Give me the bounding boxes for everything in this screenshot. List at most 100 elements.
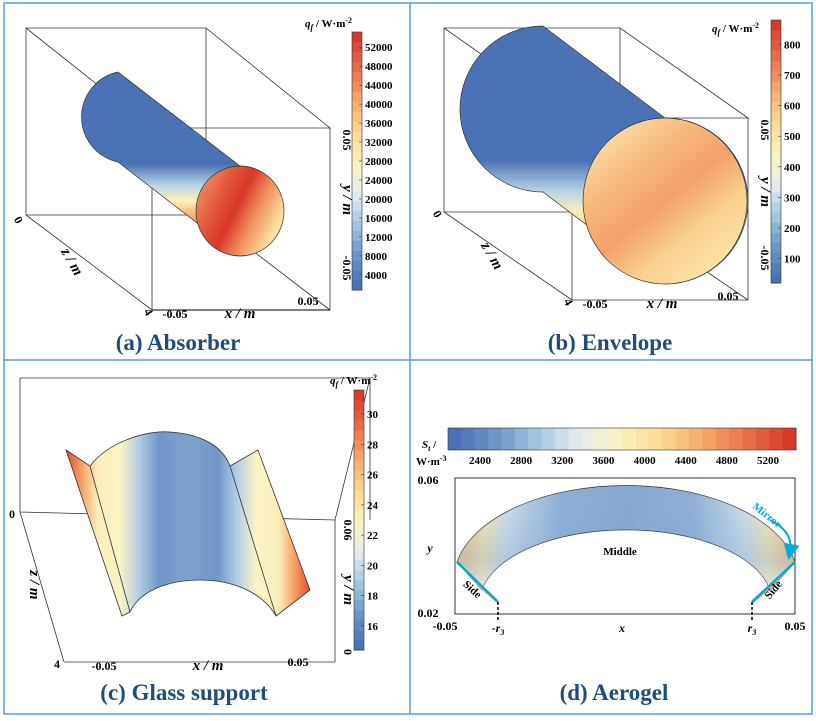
colorbar-tick-label: 600 [784, 101, 801, 113]
x-tick-label: 0.05 [785, 619, 806, 633]
colorbar-tick-label: 26 [367, 470, 379, 482]
colorbar-swatch [352, 41, 362, 53]
z-tick-label: 0 [9, 507, 15, 521]
colorbar-tick-label: 20000 [365, 194, 393, 206]
y-tick-label: -0.05 [340, 256, 354, 281]
colorbar-swatch [354, 600, 364, 611]
colorbar: 4000 8000 12000 16000 20000 24000 28000 32000 36… [351, 31, 393, 291]
colorbar: 100 200 300 400 500 600 700 800 [770, 19, 801, 284]
colorbar-swatch [352, 220, 362, 231]
colorbar-swatch [354, 520, 364, 531]
colorbar-swatch [352, 240, 362, 251]
x-tick-label: -0.05 [433, 619, 458, 633]
colorbar-title: qf / W·m-2 [305, 16, 352, 32]
z-tick-label: 4 [561, 296, 576, 308]
x-axis-label: x / m [224, 306, 256, 322]
colorbar-swatch [514, 428, 529, 450]
x-tick-label: -0.05 [583, 297, 608, 311]
y-axis-label: y / m [757, 175, 773, 207]
colorbar-swatch [352, 131, 362, 142]
colorbar-swatch [354, 620, 364, 631]
y-tick-label: 0 [341, 649, 355, 655]
colorbar-swatch [352, 230, 362, 241]
z-tick-label: 4 [141, 306, 156, 318]
colorbar-swatch [771, 232, 781, 244]
colorbar-swatch [354, 610, 364, 621]
colorbar-tick-label: 4000 [634, 455, 657, 467]
colorbar-tick-label: 3200 [551, 455, 574, 467]
colorbar-tick-label: 52000 [365, 42, 393, 54]
y-tick-label: 0.06 [418, 473, 439, 487]
colorbar-swatch [354, 480, 364, 491]
x-tick-label: -0.05 [92, 659, 117, 673]
panel-title: (c) Glass support [100, 680, 268, 705]
colorbar-swatch [354, 420, 364, 431]
colorbar-swatch [354, 530, 364, 541]
colorbar-swatch [771, 161, 781, 173]
colorbar-swatch [354, 540, 364, 551]
colorbar-swatch [352, 250, 362, 261]
colorbar-swatch [352, 280, 362, 291]
colorbar-tick-label: 22 [367, 530, 379, 542]
colorbar: 16 18 20 22 24 26 28 30 [353, 389, 379, 651]
colorbar-tick-label: 20 [367, 560, 379, 572]
absorber-end-face [195, 165, 285, 257]
panel-title: (b) Envelope [548, 330, 673, 355]
colorbar-tick-label: 28 [367, 439, 379, 451]
envelope-end-face [582, 117, 748, 285]
colorbar-tick-label: 300 [784, 192, 801, 204]
colorbar-swatch [354, 440, 364, 451]
panel-glass-support: -0.05 0.05 x / m 0.06 0 y / m 0 4 z / m … [9, 373, 379, 705]
colorbar-tick-label: 16 [367, 621, 379, 633]
colorbar-swatch [488, 428, 503, 450]
y-tick-label: 0.05 [340, 130, 354, 151]
aerogel-annulus-shade [457, 485, 795, 590]
colorbar-swatch [354, 580, 364, 591]
colorbar-swatch [555, 428, 569, 450]
colorbar-swatch [352, 270, 362, 281]
colorbar-swatch [771, 141, 781, 152]
colorbar-horizontal: 2400 2800 3200 3600 4000 4400 4800 5200 [447, 427, 797, 467]
colorbar-tick-label: 32000 [365, 137, 393, 149]
colorbar-tick-label: 24 [367, 500, 379, 512]
colorbar-swatch [771, 151, 781, 163]
y-axis-label: y / m [339, 183, 355, 215]
colorbar-swatch [729, 428, 743, 450]
colorbar-swatch [352, 190, 362, 202]
colorbar-swatch [352, 111, 362, 122]
figure-frame [3, 2, 813, 715]
z-tick-label: 4 [54, 657, 60, 671]
colorbar-tick-label: 200 [784, 223, 801, 235]
colorbar-tick-label: 28000 [365, 156, 393, 168]
y-tick-label: 0.05 [758, 120, 772, 141]
colorbar-frame [447, 427, 797, 451]
panel-absorber: -0.05 0.05 x / m 0.05 -0.05 y / m 0 4 z … [11, 16, 393, 355]
r3-label-negative: -r3 [492, 621, 505, 637]
colorbar-swatch [771, 111, 781, 122]
colorbar-swatch [771, 60, 781, 72]
colorbar-swatch [354, 450, 364, 461]
colorbar-swatch [352, 51, 362, 63]
z-axis-label: z / m [57, 244, 86, 278]
colorbar-swatch [541, 428, 556, 450]
colorbar-swatch [771, 212, 781, 223]
colorbar-tick-label: 12000 [365, 232, 393, 244]
z-tick-label: 0 [430, 208, 445, 220]
side-boundary-left [456, 561, 499, 603]
x-tick-label: 0.05 [718, 289, 739, 303]
colorbar-swatch [771, 272, 781, 284]
colorbar-swatch [782, 428, 797, 450]
panel-envelope: -0.05 0.05 x / m 0.05 -0.05 y / m 0 4 z … [430, 19, 801, 355]
colorbar-title: qf / W·m-2 [330, 373, 377, 389]
colorbar-swatch [755, 428, 770, 450]
colorbar-swatch [354, 470, 364, 481]
colorbar-swatch [648, 428, 663, 450]
colorbar-swatch [461, 428, 476, 450]
y-tick-label: 0.06 [341, 520, 355, 541]
colorbar-swatch [771, 202, 781, 213]
colorbar-swatch [352, 81, 362, 93]
colorbar-swatch [501, 428, 516, 450]
colorbar-swatch [352, 121, 362, 132]
colorbar-swatch [771, 131, 781, 142]
